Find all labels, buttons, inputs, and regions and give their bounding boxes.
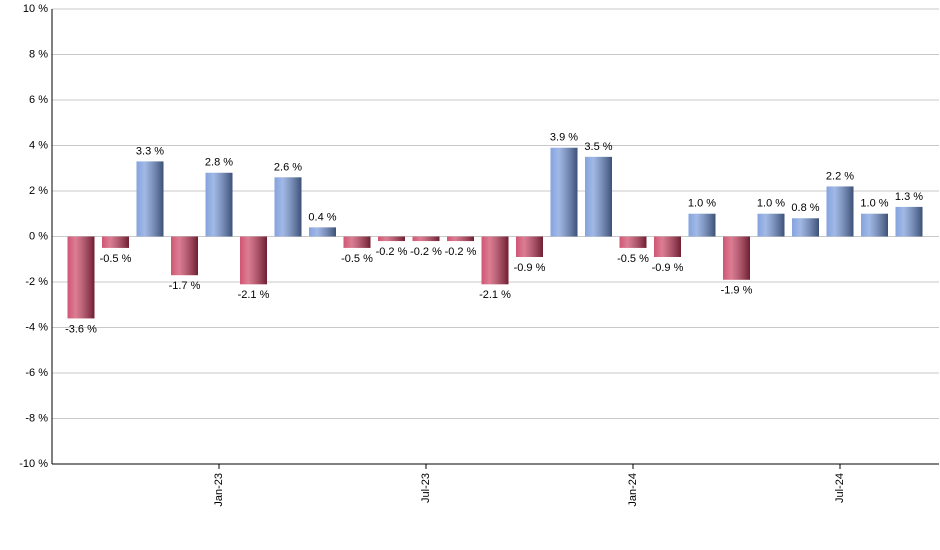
y-tick-label: -4 % — [25, 321, 48, 333]
bar-shade — [309, 227, 336, 237]
bar-shade — [171, 236, 198, 276]
data-label: 1.0 % — [757, 198, 785, 210]
bar-shade — [447, 236, 474, 242]
bar-shade — [102, 236, 129, 248]
bar-shade — [136, 161, 164, 237]
bar-shade — [378, 236, 405, 242]
x-tick-label: Jul-23 — [420, 473, 432, 503]
data-label: -1.7 % — [169, 280, 201, 292]
data-label: 3.3 % — [136, 145, 164, 157]
bar-shade — [343, 236, 371, 248]
bar-shade — [481, 236, 509, 285]
data-label: -2.1 % — [238, 289, 270, 301]
bar-shade — [619, 236, 647, 248]
bar-shade — [826, 186, 854, 237]
y-tick-label: -2 % — [25, 276, 48, 288]
y-tick-label: 0 % — [29, 230, 48, 242]
bar-shade — [412, 236, 440, 242]
data-label: -0.9 % — [514, 262, 546, 274]
data-label: 1.0 % — [688, 198, 716, 210]
bar-shade — [757, 213, 785, 237]
x-tick-label: Jan-24 — [627, 473, 639, 507]
data-label: 3.9 % — [550, 132, 578, 144]
bar-shade — [861, 213, 888, 237]
y-tick-label: 2 % — [29, 185, 48, 197]
data-label: -0.5 % — [341, 253, 373, 265]
y-tick-label: -6 % — [25, 367, 48, 379]
bar-shade — [688, 213, 716, 237]
data-label: -0.2 % — [410, 246, 442, 258]
bar-shade — [792, 218, 819, 237]
data-label: 1.0 % — [860, 198, 888, 210]
bar-shade — [205, 172, 233, 237]
data-label: 2.8 % — [205, 157, 233, 169]
y-tick-label: -8 % — [25, 412, 48, 424]
bar-shade — [274, 177, 302, 237]
bar-shade — [895, 206, 923, 237]
bar-shade — [654, 236, 681, 257]
bar-shade — [240, 236, 267, 285]
data-label: -1.9 % — [721, 285, 753, 297]
data-label: -0.2 % — [376, 246, 408, 258]
data-label: -3.6 % — [65, 323, 97, 335]
data-label: 0.4 % — [308, 211, 336, 223]
y-tick-label: -10 % — [19, 458, 48, 470]
data-label: 2.6 % — [274, 161, 302, 173]
y-tick-label: 10 % — [23, 3, 48, 15]
bar-shade — [723, 236, 750, 280]
data-label: -0.2 % — [445, 246, 477, 258]
x-tick-label: Jan-23 — [213, 473, 225, 507]
bar-shade — [550, 147, 578, 237]
data-label: -0.9 % — [652, 262, 684, 274]
data-label: 3.5 % — [584, 141, 612, 153]
data-label: 0.8 % — [791, 202, 819, 214]
data-label: -0.5 % — [100, 253, 132, 265]
bar-shade — [67, 236, 95, 319]
data-label: 2.2 % — [826, 170, 854, 182]
data-label: -2.1 % — [479, 289, 511, 301]
data-label: -0.5 % — [617, 253, 649, 265]
data-label: 1.3 % — [895, 191, 923, 203]
bar-shade — [585, 156, 612, 237]
bar-shade — [516, 236, 543, 257]
x-tick-label: Jul-24 — [834, 473, 846, 503]
y-tick-label: 4 % — [29, 139, 48, 151]
y-tick-label: 6 % — [29, 94, 48, 106]
y-tick-label: 8 % — [29, 48, 48, 60]
